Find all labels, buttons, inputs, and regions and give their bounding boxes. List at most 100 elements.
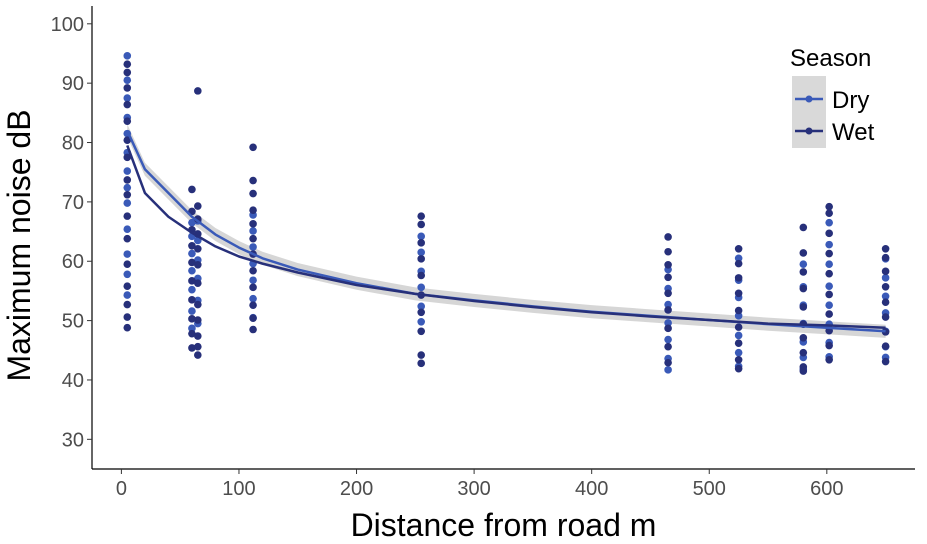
- data-point-dry: [664, 300, 672, 309]
- data-point-wet: [825, 355, 833, 364]
- x-tick-label: 200: [340, 478, 373, 500]
- data-point-wet: [664, 273, 672, 282]
- data-point-wet: [881, 267, 890, 276]
- data-point-dry: [825, 301, 833, 309]
- data-point-dry: [188, 324, 196, 333]
- data-point-wet: [799, 348, 808, 357]
- data-point-wet: [123, 84, 132, 92]
- data-point-wet: [123, 176, 132, 184]
- data-point-wet: [123, 68, 132, 77]
- data-point-wet: [881, 282, 890, 291]
- data-point-wet: [799, 268, 808, 276]
- data-point-wet: [664, 324, 672, 333]
- data-point-wet: [825, 310, 833, 318]
- data-point-wet: [825, 290, 833, 299]
- data-point-wet: [249, 220, 257, 228]
- y-tick-label: 50: [62, 311, 84, 333]
- data-point-wet: [664, 233, 672, 241]
- data-point-wet: [664, 306, 672, 314]
- data-point-wet: [799, 367, 808, 375]
- data-point-wet: [664, 358, 672, 367]
- data-point-dry: [734, 331, 743, 340]
- data-point-wet: [664, 247, 672, 256]
- data-point-wet: [249, 325, 257, 334]
- data-point-dry: [825, 282, 833, 290]
- data-point-dry: [734, 348, 743, 357]
- data-point-wet: [249, 189, 257, 198]
- data-point-dry: [188, 285, 196, 294]
- data-point-wet: [799, 303, 808, 311]
- x-tick-label: 600: [810, 478, 843, 500]
- data-point-wet: [194, 279, 202, 288]
- data-point-wet: [734, 274, 743, 282]
- x-tick-label: 300: [457, 478, 490, 500]
- data-point-wet: [123, 300, 132, 309]
- data-point-dry: [123, 183, 132, 192]
- data-point-wet: [799, 284, 808, 293]
- data-point-wet: [249, 206, 257, 214]
- x-tick-label: 100: [222, 478, 255, 500]
- legend-title: Season: [790, 45, 871, 72]
- data-point-dry: [123, 225, 132, 233]
- data-point-wet: [734, 364, 743, 373]
- data-point-wet: [881, 244, 890, 253]
- data-point-wet: [249, 143, 257, 152]
- legend: Season Dry Wet: [790, 45, 875, 148]
- data-point-wet: [123, 153, 132, 162]
- data-point-wet: [194, 202, 202, 210]
- data-point-dry: [881, 274, 890, 282]
- y-tick-label: 30: [62, 429, 84, 451]
- y-tick-label: 70: [62, 192, 84, 214]
- data-point-wet: [123, 190, 132, 199]
- data-point-wet: [664, 289, 672, 298]
- data-point-wet: [249, 266, 257, 275]
- data-point-dry: [417, 317, 426, 326]
- data-point-wet: [123, 260, 132, 269]
- data-point-wet: [249, 301, 257, 309]
- data-point-dry: [799, 260, 808, 269]
- data-point-dry: [825, 218, 833, 227]
- fit-curves-layer: [126, 130, 886, 333]
- data-point-wet: [417, 220, 426, 229]
- data-point-wet: [825, 229, 833, 238]
- data-point-wet: [799, 334, 808, 342]
- data-point-wet: [188, 329, 196, 338]
- data-point-dry: [249, 294, 257, 303]
- data-point-wet: [734, 323, 743, 331]
- data-point-dry: [123, 94, 132, 102]
- data-point-wet: [188, 296, 196, 304]
- data-point-wet: [417, 359, 426, 368]
- legend-label-dry: Dry: [832, 87, 869, 114]
- data-point-dry: [825, 240, 833, 249]
- data-point-wet: [194, 87, 202, 95]
- data-point-dry: [188, 249, 196, 258]
- data-point-dry: [188, 218, 196, 227]
- data-point-dry: [123, 199, 132, 207]
- data-point-wet: [825, 269, 833, 278]
- confidence-band-layer: [127, 124, 886, 338]
- data-point-wet: [249, 176, 257, 185]
- data-point-dry: [123, 76, 132, 84]
- data-point-dry: [417, 232, 426, 241]
- data-point-wet: [194, 244, 202, 253]
- x-axis-title: Distance from road m: [351, 507, 657, 543]
- data-point-dry: [123, 270, 132, 279]
- y-tick-label: 40: [62, 370, 84, 392]
- data-point-wet: [417, 327, 426, 336]
- data-point-wet: [664, 261, 672, 269]
- data-point-wet: [249, 314, 257, 323]
- data-point-dry: [664, 366, 672, 374]
- data-point-wet: [881, 342, 890, 350]
- data-points-layer: [123, 52, 890, 375]
- data-point-wet: [734, 289, 743, 298]
- data-point-dry: [123, 167, 132, 175]
- data-point-dry: [417, 302, 426, 311]
- data-point-wet: [799, 223, 808, 232]
- data-point-wet: [825, 202, 833, 211]
- data-point-dry: [417, 248, 426, 257]
- data-point-wet: [734, 259, 743, 268]
- data-point-dry: [249, 227, 257, 235]
- data-point-dry: [417, 283, 426, 292]
